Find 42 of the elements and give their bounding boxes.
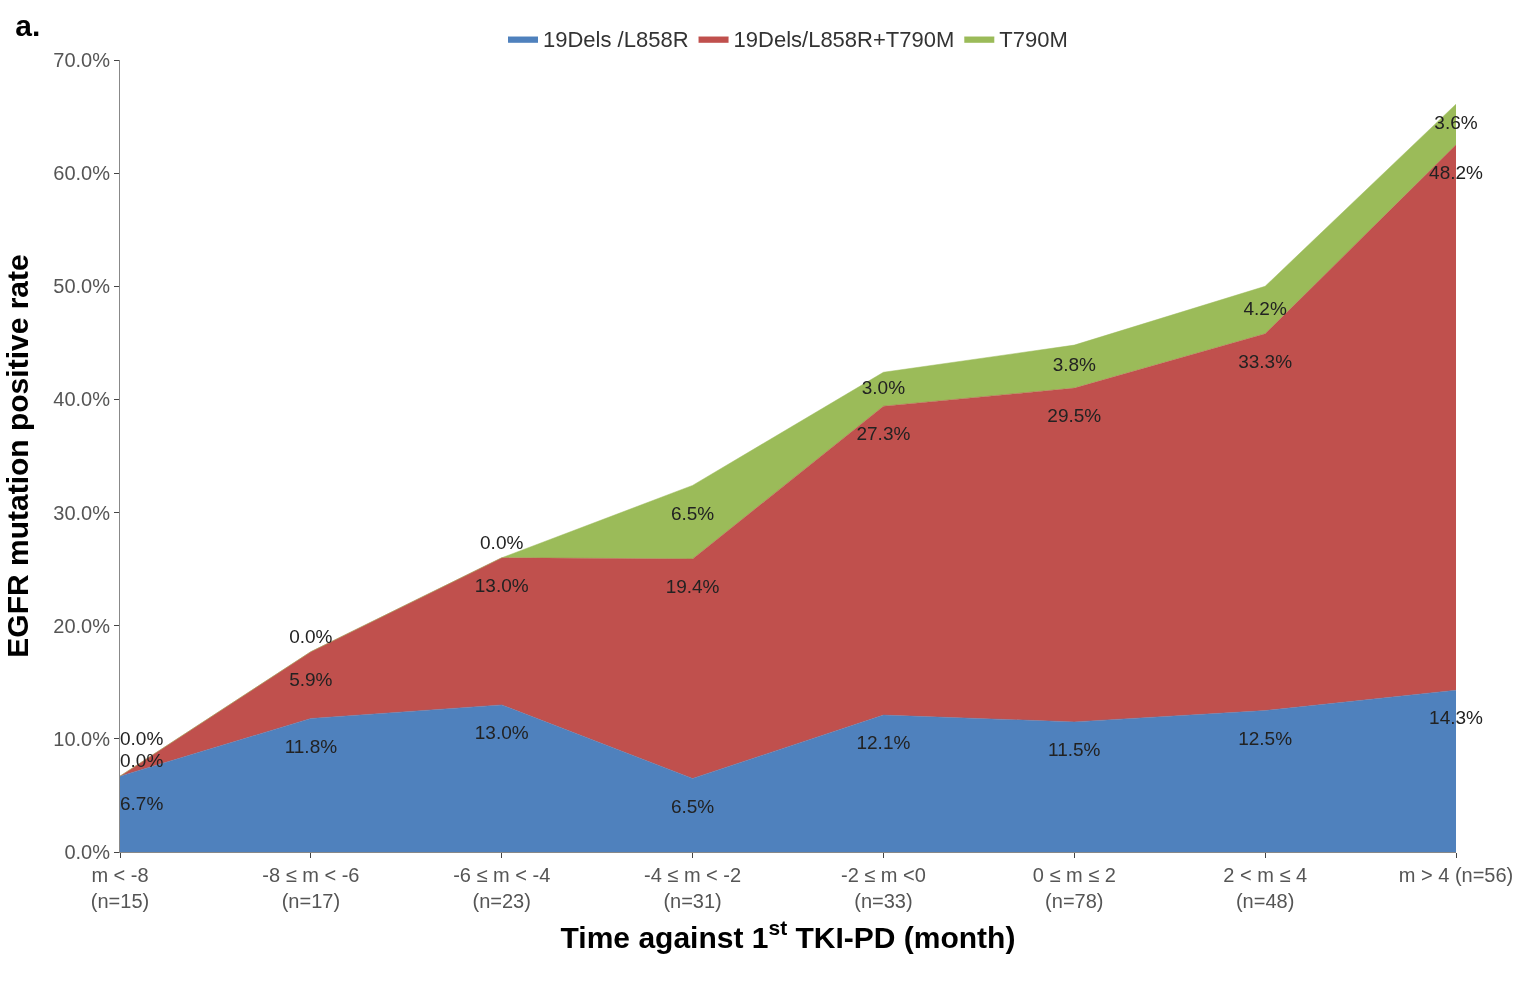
data-label: 0.0% — [120, 727, 164, 749]
data-label: 6.5% — [670, 795, 715, 817]
y-tick-label: 60.0% — [53, 162, 111, 185]
y-axis-title: EGFR mutation positive rate — [1, 254, 35, 658]
legend-label: 19Dels/L858R+T790M — [733, 27, 955, 53]
x-tick-label: 0 ≤ m ≤ 2 (n=78) — [1032, 864, 1116, 912]
data-label: 5.9% — [289, 668, 333, 690]
x-tick-label: -4 ≤ m < -2 (n=31) — [644, 864, 742, 912]
y-tick-label: 10.0% — [53, 727, 111, 750]
data-label: 0.0% — [289, 625, 333, 647]
x-tick-label: m < -8 (n=15) — [90, 864, 150, 912]
x-axis-title: Time against 1$^{st}$ TKI-PD (month) — [560, 915, 1016, 954]
legend-label: 19Dels /L858R — [543, 27, 689, 53]
y-tick-label: 40.0% — [53, 388, 111, 411]
chart-title: a. — [15, 8, 41, 42]
data-label: 29.5% — [1047, 405, 1102, 427]
x-tick-label: m > 4 (n=56) — [1398, 864, 1514, 886]
x-tick-label: -8 ≤ m < -6 (n=17) — [262, 864, 360, 912]
data-label: 19.4% — [665, 576, 720, 598]
data-label: 0.0% — [480, 532, 524, 553]
data-label: 6.7% — [120, 793, 164, 815]
y-tick-label: 20.0% — [53, 614, 111, 637]
y-tick-label: 50.0% — [53, 275, 111, 298]
data-label: 13.0% — [474, 575, 529, 596]
y-tick-label: 30.0% — [53, 501, 111, 524]
data-label: 4.2% — [1243, 297, 1287, 319]
data-label: 6.5% — [670, 502, 715, 524]
data-label: 3.8% — [1052, 354, 1097, 376]
legend-label: T790M — [999, 27, 1068, 53]
data-label: 11.5% — [1048, 739, 1101, 761]
x-tick-label: 2 < m ≤ 4 (n=48) — [1223, 864, 1308, 912]
x-tick-label: -6 ≤ m < -4 (n=23) — [453, 864, 551, 912]
y-tick-label: 70.0% — [53, 49, 111, 71]
data-label: 13.0% — [474, 722, 529, 744]
data-label: 12.5% — [1238, 727, 1293, 749]
data-label: 33.3% — [1238, 350, 1293, 372]
y-tick-label: 0.0% — [64, 841, 111, 863]
data-label: 3.0% — [861, 377, 906, 398]
data-label: 27.3% — [856, 423, 911, 445]
x-tick-label: -2 ≤ m <0 (n=33) — [840, 864, 926, 912]
data-label: 11.8% — [284, 735, 338, 757]
data-label: 12.1% — [856, 732, 911, 754]
